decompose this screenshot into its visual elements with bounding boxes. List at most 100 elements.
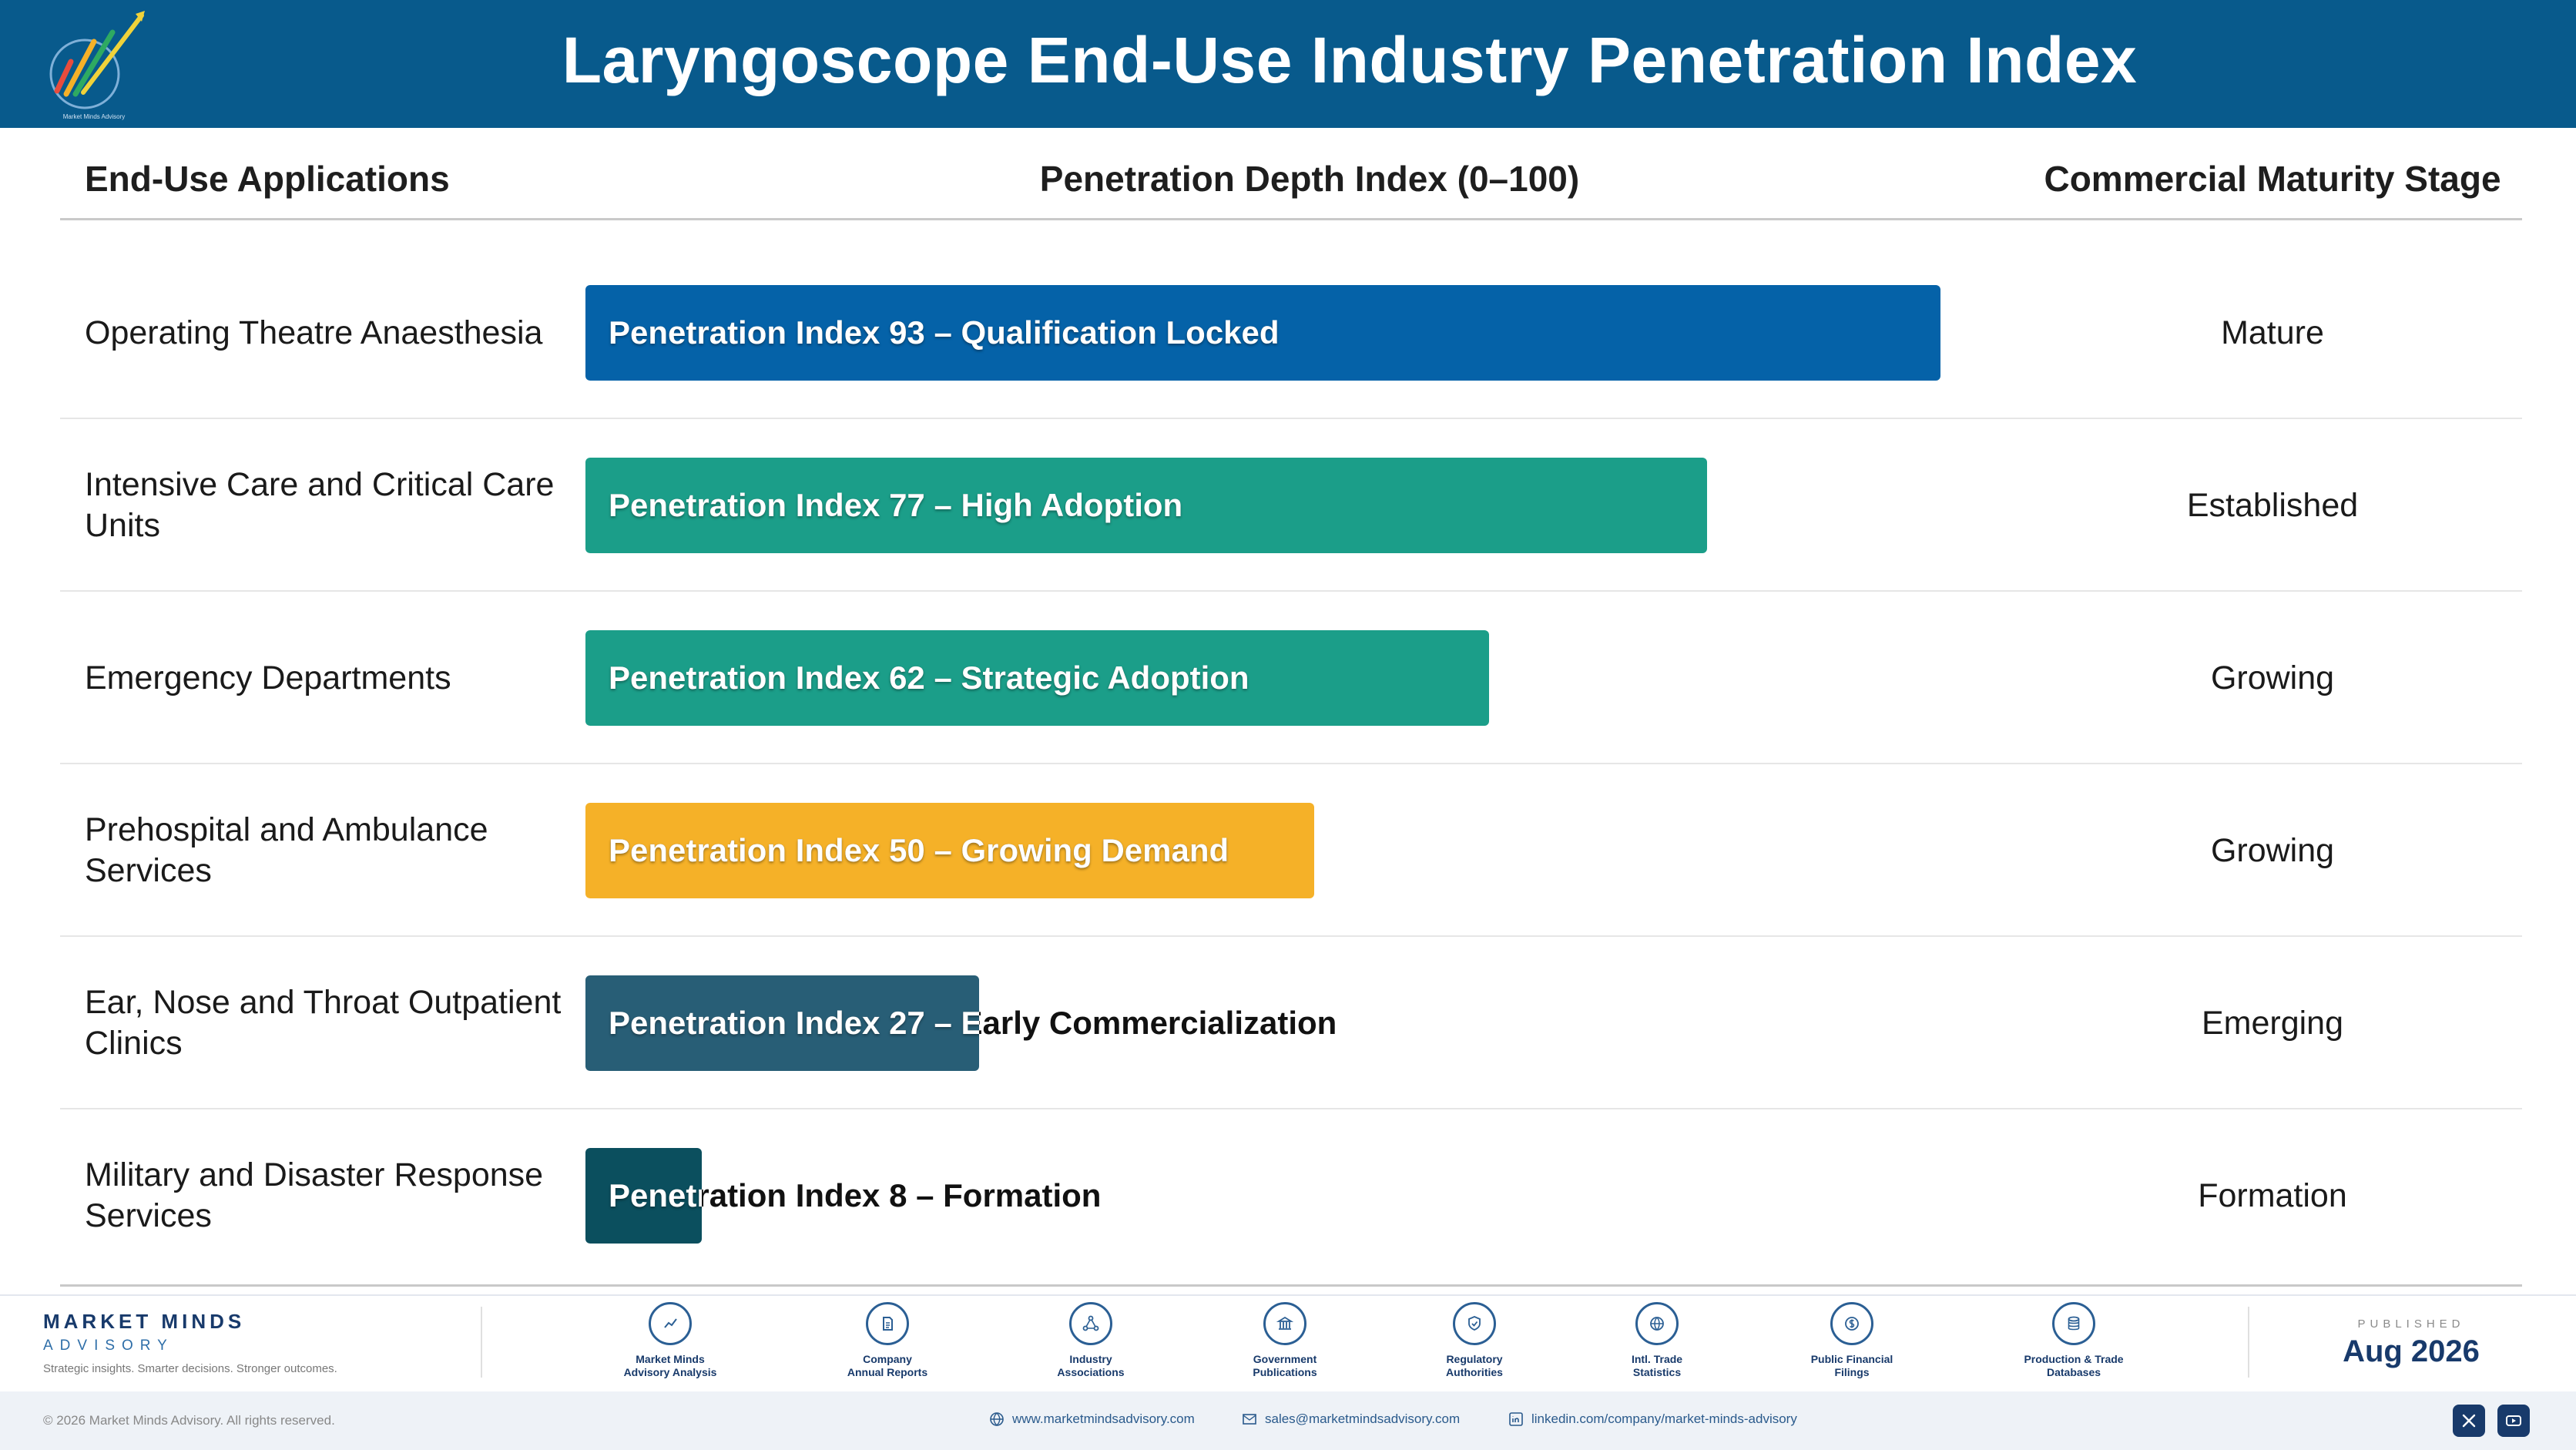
linkedin-text: linkedin.com/company/market-minds-adviso… bbox=[1531, 1411, 1797, 1426]
maturity-stage: Formation bbox=[2198, 1176, 2347, 1214]
header-divider bbox=[60, 218, 2522, 220]
bar-label-overlay: Penetration Index 62 – Strategic Adoptio… bbox=[585, 630, 1489, 726]
application-label: Military and Disaster Response Services bbox=[85, 1156, 544, 1234]
data-source-label-line2: Annual Reports bbox=[847, 1366, 928, 1378]
logo-icon: Market Minds Advisory bbox=[49, 11, 145, 120]
application-label: Intensive Care and Critical Care Units bbox=[85, 466, 555, 544]
data-source-item: Intl. Trade Statistics bbox=[1580, 1302, 1734, 1379]
website-text: www.marketmindsadvisory.com bbox=[1012, 1411, 1195, 1426]
penetration-bar bbox=[585, 803, 1314, 898]
application-label: Ear, Nose and Throat Outpatient Clinics bbox=[85, 984, 562, 1062]
data-source-label-line2: Publications bbox=[1253, 1366, 1317, 1378]
data-source-label-line2: Associations bbox=[1057, 1366, 1125, 1378]
linkedin-icon bbox=[1509, 1412, 1523, 1426]
bar-label: Penetration Index 77 – High Adoption bbox=[609, 487, 1183, 523]
column-header-index: Penetration Depth Index (0–100) bbox=[1039, 159, 1580, 199]
brand-name: MARKET MINDS bbox=[43, 1310, 246, 1333]
email-text: sales@marketmindsadvisory.com bbox=[1265, 1411, 1461, 1426]
network-icon bbox=[1069, 1302, 1112, 1345]
penetration-bar bbox=[585, 285, 1940, 381]
row-divider bbox=[60, 418, 2522, 419]
application-label: Prehospital and Ambulance Services bbox=[85, 811, 488, 889]
youtube-social-button[interactable] bbox=[2497, 1405, 2530, 1437]
footer-contact-bar bbox=[0, 1391, 2576, 1450]
row-divider bbox=[60, 763, 2522, 764]
bar-label: Penetration Index 62 – Strategic Adoptio… bbox=[609, 660, 1249, 696]
maturity-stage: Growing bbox=[2210, 659, 2335, 696]
chart-row: Ear, Nose and Throat Outpatient Clinics P… bbox=[60, 937, 2522, 1109]
data-source-item: Company Annual Reports bbox=[810, 1302, 964, 1379]
data-source-label: Government Publications bbox=[1208, 1353, 1362, 1379]
bar-label-inside: Penetration Index 62 – Strategic Adoptio… bbox=[609, 660, 1249, 696]
document-icon bbox=[866, 1302, 909, 1345]
data-source-label: Market Minds Advisory Analysis bbox=[593, 1353, 747, 1379]
bar-label: Penetration Index 27 – Early Commerciali… bbox=[609, 1005, 1337, 1041]
header-bar: Market Minds Advisory Laryngoscope End-U… bbox=[0, 0, 2576, 128]
published-label: PUBLISHED bbox=[2357, 1317, 2465, 1331]
globe-icon bbox=[1635, 1302, 1679, 1345]
chart-row: Emergency Departments Penetration Index 6… bbox=[60, 592, 2522, 764]
bar-label: Penetration Index 93 – Qualification Loc… bbox=[609, 314, 1280, 351]
data-source-label-line1: Government bbox=[1253, 1353, 1317, 1365]
chart-row: Intensive Care and Critical Care Units Pe… bbox=[60, 419, 2522, 592]
bar-label: Penetration Index 8 – Formation bbox=[609, 1177, 1102, 1213]
coin-icon bbox=[1830, 1302, 1873, 1345]
bar-label-inside: Penetration Index 8 – Formation bbox=[609, 1177, 702, 1213]
data-source-label-line2: Databases bbox=[2046, 1366, 2101, 1378]
data-source-label-line2: Authorities bbox=[1446, 1366, 1503, 1378]
bar-label: Penetration Index 50 – Growing Demand bbox=[609, 832, 1229, 868]
data-source-label-line1: Regulatory bbox=[1446, 1353, 1503, 1365]
globe-icon bbox=[990, 1412, 1004, 1426]
table-bottom-divider bbox=[60, 1284, 2522, 1287]
published-date: Aug 2026 bbox=[2343, 1334, 2480, 1368]
copyright-text: © 2026 Market Minds Advisory. All rights… bbox=[43, 1413, 335, 1428]
penetration-bar bbox=[585, 630, 1489, 726]
data-source-label-line1: Public Financial bbox=[1810, 1353, 1893, 1365]
x-social-button[interactable] bbox=[2453, 1405, 2485, 1437]
data-source-item: Production & Trade Databases bbox=[1997, 1302, 2151, 1379]
trend-chart-icon bbox=[649, 1302, 692, 1345]
brand-subtitle: ADVISORY bbox=[43, 1338, 174, 1354]
maturity-stage: Emerging bbox=[2201, 1004, 2344, 1042]
data-source-label-line2: Filings bbox=[1834, 1366, 1870, 1378]
data-source-label: Company Annual Reports bbox=[810, 1353, 964, 1379]
data-source-label: Intl. Trade Statistics bbox=[1580, 1353, 1734, 1379]
application-label: Operating Theatre Anaesthesia bbox=[85, 314, 543, 351]
penetration-bar bbox=[585, 1148, 702, 1244]
data-source-item: Government Publications bbox=[1208, 1302, 1362, 1379]
youtube-icon bbox=[2506, 1415, 2521, 1426]
data-source-label-line2: Advisory Analysis bbox=[623, 1366, 717, 1378]
data-source-item: Regulatory Authorities bbox=[1397, 1302, 1551, 1379]
bar-label-overlay: Penetration Index 77 – High Adoption bbox=[585, 458, 1707, 553]
row-divider bbox=[60, 1108, 2522, 1109]
chart-row: Military and Disaster Response Services P… bbox=[60, 1109, 2522, 1282]
bar-label-overlay: Penetration Index 27 – Early Commerciali… bbox=[585, 975, 979, 1071]
data-source-label-line2: Statistics bbox=[1632, 1366, 1682, 1378]
linkedin-link[interactable]: linkedin.com/company/market-minds-adviso… bbox=[1508, 1411, 1797, 1427]
shield-icon bbox=[1453, 1302, 1496, 1345]
bar-label-overlay: Penetration Index 50 – Growing Demand bbox=[585, 803, 1314, 898]
footer-divider bbox=[2248, 1307, 2249, 1378]
bar-label-inside: Penetration Index 27 – Early Commerciali… bbox=[609, 1005, 979, 1041]
row-divider bbox=[60, 935, 2522, 937]
database-icon bbox=[2052, 1302, 2095, 1345]
data-source-label-line1: Intl. Trade bbox=[1631, 1353, 1683, 1365]
column-header-stage: Commercial Maturity Stage bbox=[2044, 159, 2501, 199]
maturity-stage: Mature bbox=[2221, 314, 2324, 351]
chart-row: Prehospital and Ambulance Services Penetr… bbox=[60, 764, 2522, 937]
bar-label-inside: Penetration Index 50 – Growing Demand bbox=[609, 832, 1229, 868]
column-header-applications: End-Use Applications bbox=[85, 159, 450, 199]
row-divider bbox=[60, 590, 2522, 592]
penetration-bar bbox=[585, 458, 1707, 553]
website-link[interactable]: www.marketmindsadvisory.com bbox=[989, 1411, 1195, 1427]
data-source-item: Public Financial Filings bbox=[1775, 1302, 1929, 1379]
page-title: Laryngoscope End-Use Industry Penetratio… bbox=[562, 24, 2138, 96]
data-source-label-line1: Production & Trade bbox=[2024, 1353, 2124, 1365]
footer-divider bbox=[481, 1307, 482, 1378]
data-source-label: Public Financial Filings bbox=[1775, 1353, 1929, 1379]
penetration-bar bbox=[585, 975, 979, 1071]
x-icon bbox=[2462, 1414, 2476, 1428]
chart-row: Operating Theatre Anaesthesia Penetration… bbox=[60, 247, 2522, 419]
email-link[interactable]: sales@marketmindsadvisory.com bbox=[1242, 1411, 1460, 1427]
